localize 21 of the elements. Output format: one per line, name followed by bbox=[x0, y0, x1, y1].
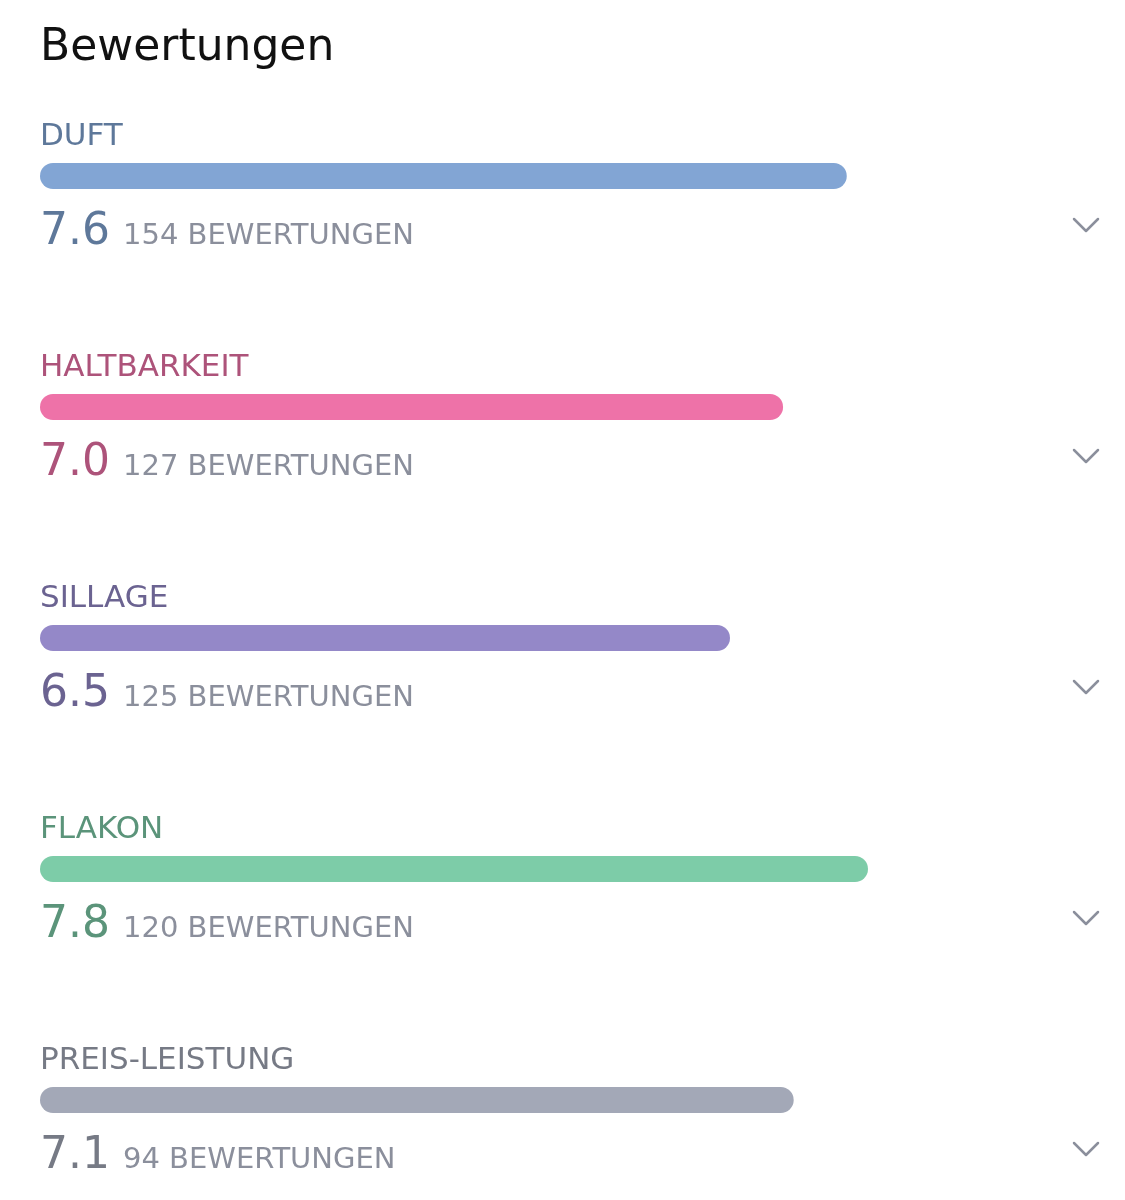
data-label: 7.0 bbox=[40, 434, 110, 485]
data-label: 7.1 bbox=[40, 1127, 110, 1178]
annotation: 154 BEWERTUNGEN bbox=[123, 217, 414, 251]
y-tick-label: SILLAGE bbox=[40, 578, 169, 614]
bar bbox=[40, 163, 847, 189]
data-label: 7.8 bbox=[40, 896, 110, 947]
data-label: 7.6 bbox=[40, 203, 110, 254]
bar bbox=[40, 625, 730, 651]
bar bbox=[40, 394, 784, 420]
y-tick-label: PREIS-LEISTUNG bbox=[40, 1040, 295, 1076]
annotation: 120 BEWERTUNGEN bbox=[123, 910, 414, 944]
chart-title: Bewertungen bbox=[40, 19, 335, 70]
bar bbox=[40, 1087, 794, 1113]
bar bbox=[40, 856, 868, 882]
annotation: 94 BEWERTUNGEN bbox=[123, 1141, 396, 1175]
y-tick-label: DUFT bbox=[40, 116, 124, 152]
annotation: 125 BEWERTUNGEN bbox=[123, 679, 414, 713]
annotation: 127 BEWERTUNGEN bbox=[123, 448, 414, 482]
y-tick-label: FLAKON bbox=[40, 809, 164, 845]
data-label: 6.5 bbox=[40, 665, 110, 716]
y-tick-label: HALTBARKEIT bbox=[40, 347, 250, 383]
